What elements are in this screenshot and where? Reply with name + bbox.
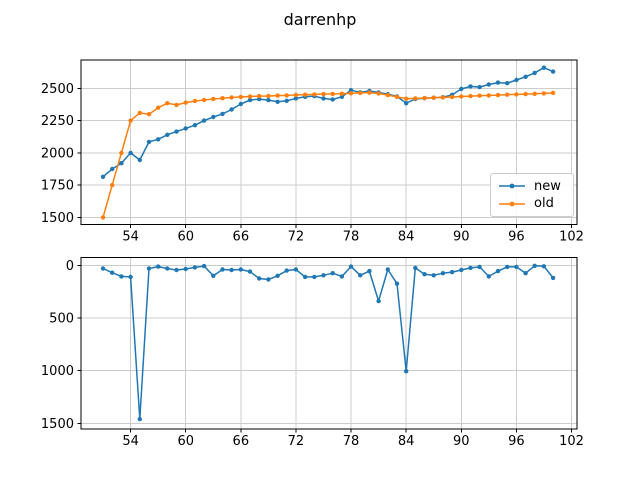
legend-line-icon-new [499,183,525,189]
x-tick-label: 96 [508,230,525,245]
series-line [100,263,556,422]
x-tick-label: 102 [559,230,584,245]
x-tick-label: 102 [559,434,584,449]
x-tick-label: 78 [343,230,360,245]
x-tick-label: 84 [398,434,415,449]
x-tick-label: 60 [177,230,194,245]
x-tick-label: 90 [453,434,470,449]
axes-spines [80,257,578,430]
series-new-markers [100,65,556,179]
x-tick-label: 84 [398,230,415,245]
y-tick-label: 1750 [41,179,74,194]
axes-spines [80,59,578,225]
tick-labels: 54 60 66 72 78 84 90 96 102 1500 1750 2000 2250 2500 [41,82,584,245]
x-tick-label: 78 [343,434,360,449]
y-tick-label: 2000 [41,146,74,161]
x-tick-label: 96 [508,434,525,449]
tick-labels: 54 60 66 72 78 84 90 96 102 0 500 1000 1500 [41,259,584,449]
legend-label-old: old [534,196,554,212]
x-tick-label: 72 [288,434,305,449]
y-tick-label: 1500 [41,417,74,432]
x-tick-label: 54 [122,434,139,449]
legend-line-icon-old [499,201,525,207]
grid [81,257,577,429]
figure-title: darrenhp [283,10,357,29]
x-tick-label: 60 [177,434,194,449]
series-old-markers [100,90,556,220]
y-tick-label: 1500 [41,211,74,226]
x-tick-label: 54 [122,230,139,245]
ticks [77,264,572,433]
series-line-path [102,265,554,420]
x-tick-label: 66 [233,434,250,449]
x-tick-label: 90 [453,230,470,245]
legend-item-new: new [497,179,567,193]
series-new [100,65,556,179]
y-tick-label: 2250 [41,114,74,129]
series-old-path [102,91,554,219]
series-old [100,90,556,220]
ticks [77,87,572,228]
y-tick-label: 500 [49,311,74,326]
series-new-path [102,66,554,178]
legend: new old [490,173,574,217]
x-tick-label: 66 [233,230,250,245]
legend-item-old: old [497,197,567,211]
legend-label-new: new [534,178,561,194]
y-tick-label: 1000 [41,364,74,379]
series-line-markers [100,263,556,422]
bottom-plot: 54 60 66 72 78 84 90 96 102 0 500 1000 1500 [41,257,584,449]
x-tick-label: 72 [288,230,305,245]
y-tick-label: 2500 [41,82,74,97]
y-tick-label: 0 [66,259,74,274]
